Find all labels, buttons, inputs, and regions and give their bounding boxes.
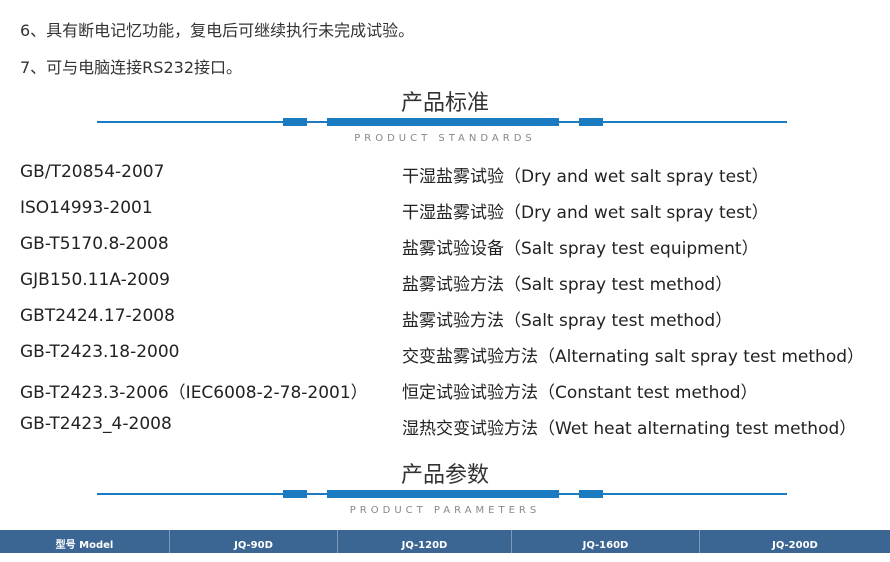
parameters-title: 产品参数 [400, 463, 489, 488]
standard-description: 交变盐雾试验方法（Alternating salt spray test met… [402, 347, 865, 367]
standards-title: 产品标准 [400, 91, 489, 116]
standard-description: 干湿盐雾试验（Dry and wet salt spray test） [402, 203, 769, 223]
standards-divider [97, 118, 787, 126]
parameters-subtitle: PRODUCT PARAMETERS [349, 505, 541, 516]
standard-row: GJB150.11A-2009 盐雾试验方法（Salt spray test me… [20, 270, 890, 295]
standard-code: GJB150.11A-2009 [20, 270, 170, 290]
standard-description: 恒定试验试验方法（Constant test method） [402, 383, 758, 403]
standard-code: GB-T5170.8-2008 [20, 234, 169, 254]
standard-row: GB-T2423_4-2008 湿热交变试验方法（Wet heat alterna… [20, 414, 890, 439]
standard-description: 湿热交变试验方法（Wet heat alternating test metho… [402, 419, 857, 439]
standard-description: 干湿盐雾试验（Dry and wet salt spray test） [402, 167, 769, 187]
standard-description: 盐雾试验方法（Salt spray test method） [402, 275, 733, 295]
header-jq-160d: JQ-160D [512, 530, 700, 553]
standard-description: 盐雾试验方法（Salt spray test method） [402, 311, 733, 331]
header-model: 型号 Model [0, 530, 170, 553]
standard-row: GB-T2423.3-2006（IEC6008-2-78-2001） 恒定试验试验… [20, 378, 890, 403]
header-jq-90d: JQ-90D [170, 530, 338, 553]
standard-code: GB-T2423.18-2000 [20, 342, 180, 362]
parameters-divider [97, 490, 787, 498]
standard-code: GB/T20854-2007 [20, 162, 165, 182]
header-jq-200d: JQ-200D [772, 540, 818, 551]
standard-row: GBT2424.17-2008 盐雾试验方法（Salt spray test me… [20, 306, 890, 331]
parameters-table-header: 型号 Model JQ-90D JQ-120D JQ-160D JQ-200D [0, 530, 890, 553]
standard-row: GB/T20854-2007 干湿盐雾试验（Dry and wet salt sp… [20, 162, 890, 187]
standard-row: ISO14993-2001 干湿盐雾试验（Dry and wet salt spr… [20, 198, 890, 223]
standard-code: GB-T2423.3-2006（IEC6008-2-78-2001） [20, 383, 368, 403]
feature-6: 6、具有断电记忆功能，复电后可继续执行未完成试验。 [20, 21, 415, 40]
standard-row: GB-T2423.18-2000 交变盐雾试验方法（Alternating sal… [20, 342, 890, 367]
standard-code: GBT2424.17-2008 [20, 306, 175, 326]
standard-description: 盐雾试验设备（Salt spray test equipment） [402, 239, 759, 259]
header-jq-120d: JQ-120D [338, 530, 512, 553]
standards-subtitle: PRODUCT STANDARDS [354, 133, 536, 144]
feature-7: 7、可与电脑连接RS232接口。 [20, 58, 242, 77]
standard-code: GB-T2423_4-2008 [20, 414, 172, 434]
standard-code: ISO14993-2001 [20, 198, 153, 218]
standard-row: GB-T5170.8-2008 盐雾试验设备（Salt spray test eq… [20, 234, 890, 259]
